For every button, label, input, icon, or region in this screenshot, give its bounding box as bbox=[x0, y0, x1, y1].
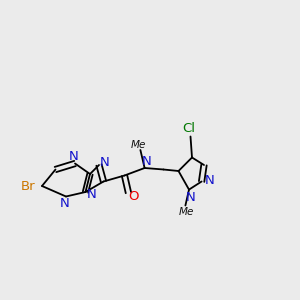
Text: Me: Me bbox=[179, 207, 195, 217]
Text: N: N bbox=[205, 174, 215, 188]
Text: Cl: Cl bbox=[182, 122, 196, 136]
Text: N: N bbox=[60, 196, 69, 210]
Text: N: N bbox=[87, 188, 96, 202]
Text: Br: Br bbox=[21, 179, 36, 193]
Text: N: N bbox=[142, 155, 152, 168]
Text: N: N bbox=[186, 190, 196, 204]
Text: Me: Me bbox=[130, 140, 146, 150]
Text: O: O bbox=[129, 190, 139, 203]
Text: N: N bbox=[69, 149, 78, 163]
Text: N: N bbox=[100, 155, 109, 169]
